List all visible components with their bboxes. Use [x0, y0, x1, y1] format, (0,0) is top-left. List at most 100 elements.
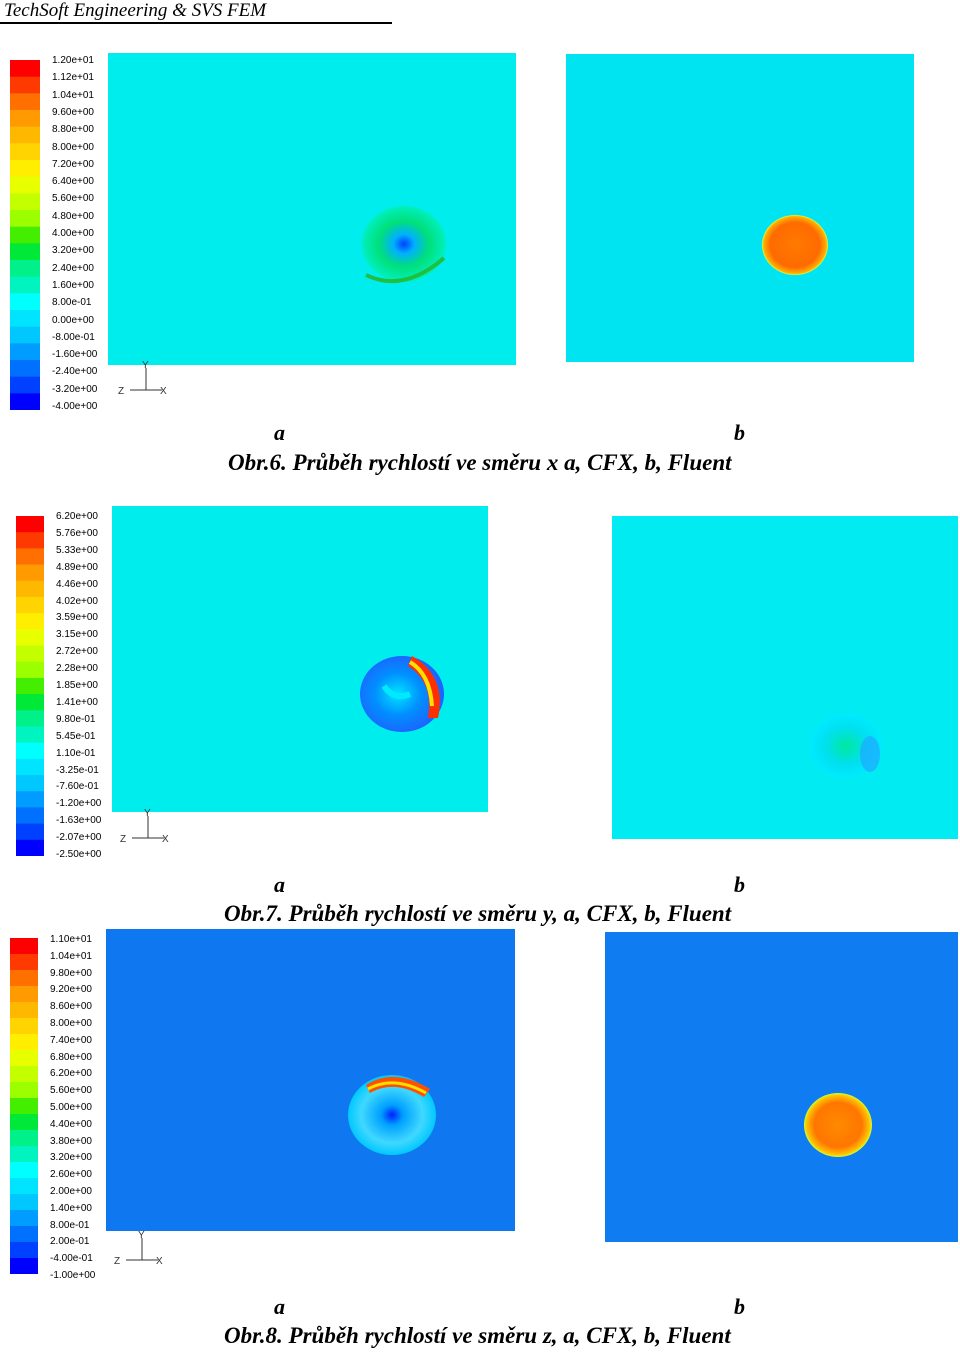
legend-label: -1.60e+00	[52, 349, 98, 361]
axis-y-label: Y	[144, 808, 151, 819]
subfigure-label-b: b	[734, 872, 745, 897]
colorbar-swatch	[16, 823, 44, 841]
colorbar-swatch	[10, 1210, 38, 1227]
colorbar-swatch	[16, 775, 44, 792]
figure-caption: Obr.7. Průběh rychlostí ve směru y, a, C…	[224, 901, 732, 926]
legend-label: 8.60e+00	[50, 1001, 92, 1013]
subfigure-label-b: b	[734, 1294, 745, 1319]
legend-label: 7.40e+00	[50, 1034, 92, 1046]
contour-panel-b	[566, 54, 914, 362]
colorbar-swatch	[16, 726, 44, 744]
figure-caption: Obr.6. Průběh rychlostí ve směru x a, CF…	[228, 450, 732, 475]
colorbar-swatch	[10, 376, 40, 394]
legend-label: 2.40e+00	[52, 262, 94, 274]
legend-label: 8.00e+00	[52, 141, 94, 153]
legend-label: 1.40e+00	[50, 1202, 92, 1214]
contour-panel-b	[605, 932, 958, 1242]
legend-label: 8.00e-01	[52, 297, 92, 309]
colorbar-swatch	[16, 839, 44, 856]
legend-label: 2.00e+00	[50, 1186, 92, 1197]
colorbar-swatch	[10, 938, 38, 955]
colorbar-swatch	[10, 1162, 38, 1179]
legend-label: 2.28e+00	[56, 663, 98, 675]
figure-caption: Obr.8. Průběh rychlostí ve směru z, a, C…	[224, 1323, 731, 1348]
legend-label: 5.33e+00	[56, 544, 98, 556]
colorbar-swatch	[16, 548, 44, 566]
legend-label: 6.20e+00	[50, 1068, 92, 1080]
legend-label: 1.04e+01	[52, 89, 94, 101]
colorbar-swatch	[10, 1018, 38, 1035]
colorbar-swatch	[10, 60, 40, 78]
colorbar-swatch	[10, 76, 40, 94]
subfigure-label-b: b	[734, 420, 745, 445]
colorbar-swatch	[16, 532, 44, 549]
legend-label: 6.80e+00	[50, 1051, 92, 1063]
colorbar-swatch	[10, 393, 40, 410]
figure-6: Y Z X a b Obr.6. Průběh rychlostí ve smě…	[0, 0, 960, 480]
axis-z-label: Z	[114, 1256, 121, 1267]
colorbar-swatch	[10, 293, 40, 311]
legend-label: -1.63e+00	[56, 815, 102, 827]
legend-label: 8.00e+00	[50, 1018, 92, 1029]
legend-label: 6.20e+00	[56, 511, 98, 522]
axis-x-label: X	[156, 1256, 163, 1267]
contour-panel-a	[112, 506, 488, 812]
colorbar-swatch	[10, 110, 40, 128]
legend-label: 4.02e+00	[56, 595, 98, 607]
legend-label: -8.00e-01	[52, 331, 95, 343]
colorbar-swatch	[16, 516, 44, 533]
legend-label: 2.72e+00	[56, 646, 98, 658]
colorbar-swatch	[16, 694, 44, 711]
legend-label: 5.60e+00	[50, 1085, 92, 1097]
axis-z-label: Z	[118, 386, 125, 397]
colorbar-swatch	[10, 326, 40, 344]
axis-x-label: X	[162, 834, 169, 845]
legend-label: -3.25e-01	[56, 764, 99, 776]
colorbar-swatch	[10, 143, 40, 161]
colorbar-swatch	[10, 243, 40, 261]
axis-y-label: Y	[142, 360, 149, 371]
colorbar-swatch	[16, 807, 44, 825]
legend-label: 4.40e+00	[50, 1118, 92, 1130]
colorbar-swatch	[10, 1130, 38, 1147]
colorbar-swatch	[10, 226, 40, 244]
legend-label: 1.60e+00	[52, 279, 94, 291]
legend-label: 1.10e-01	[56, 747, 96, 759]
colorbar-swatch	[16, 677, 44, 695]
legend-label: 3.15e+00	[56, 629, 98, 641]
colorbar-swatch	[10, 1066, 38, 1083]
axis-triad: Y Z X	[114, 1230, 174, 1272]
subfigure-label-a: a	[274, 420, 285, 445]
colorbar-swatch	[16, 758, 44, 776]
colorbar-swatch	[10, 1194, 38, 1211]
subfigure-label-a: a	[274, 1294, 285, 1319]
colorbar-swatch	[10, 126, 40, 144]
legend-label: 4.00e+00	[52, 228, 94, 239]
colorbar-swatch	[10, 954, 38, 971]
legend-label: 1.12e+01	[52, 72, 94, 84]
colorbar-swatch	[16, 629, 44, 647]
colorbar-swatch	[10, 1050, 38, 1067]
legend-label: 4.46e+00	[56, 578, 98, 590]
legend-label: 6.40e+00	[52, 176, 94, 188]
colorbar	[10, 938, 38, 1274]
colorbar-swatch	[10, 276, 40, 294]
axis-z-label: Z	[120, 834, 127, 845]
legend-label: 4.89e+00	[56, 561, 98, 573]
colorbar-swatch	[16, 791, 44, 809]
axis-triad: Y Z X	[118, 360, 178, 402]
legend-label: -1.00e+00	[50, 1270, 96, 1281]
legend-label: -1.20e+00	[56, 798, 102, 810]
subfigure-label-a: a	[274, 872, 285, 897]
colorbar-swatch	[10, 970, 38, 987]
colorbar-swatch	[10, 93, 40, 111]
colorbar-swatch	[10, 1226, 38, 1243]
colorbar-swatch	[10, 176, 40, 194]
colorbar-swatch	[10, 1146, 38, 1163]
legend-label: 3.59e+00	[56, 612, 98, 624]
legend-label: 3.80e+00	[50, 1135, 92, 1147]
legend-label: -4.00e+00	[52, 401, 98, 412]
contour-panel-b	[612, 516, 958, 839]
axis-y-label: Y	[138, 1230, 145, 1241]
colorbar-swatch	[16, 596, 44, 614]
